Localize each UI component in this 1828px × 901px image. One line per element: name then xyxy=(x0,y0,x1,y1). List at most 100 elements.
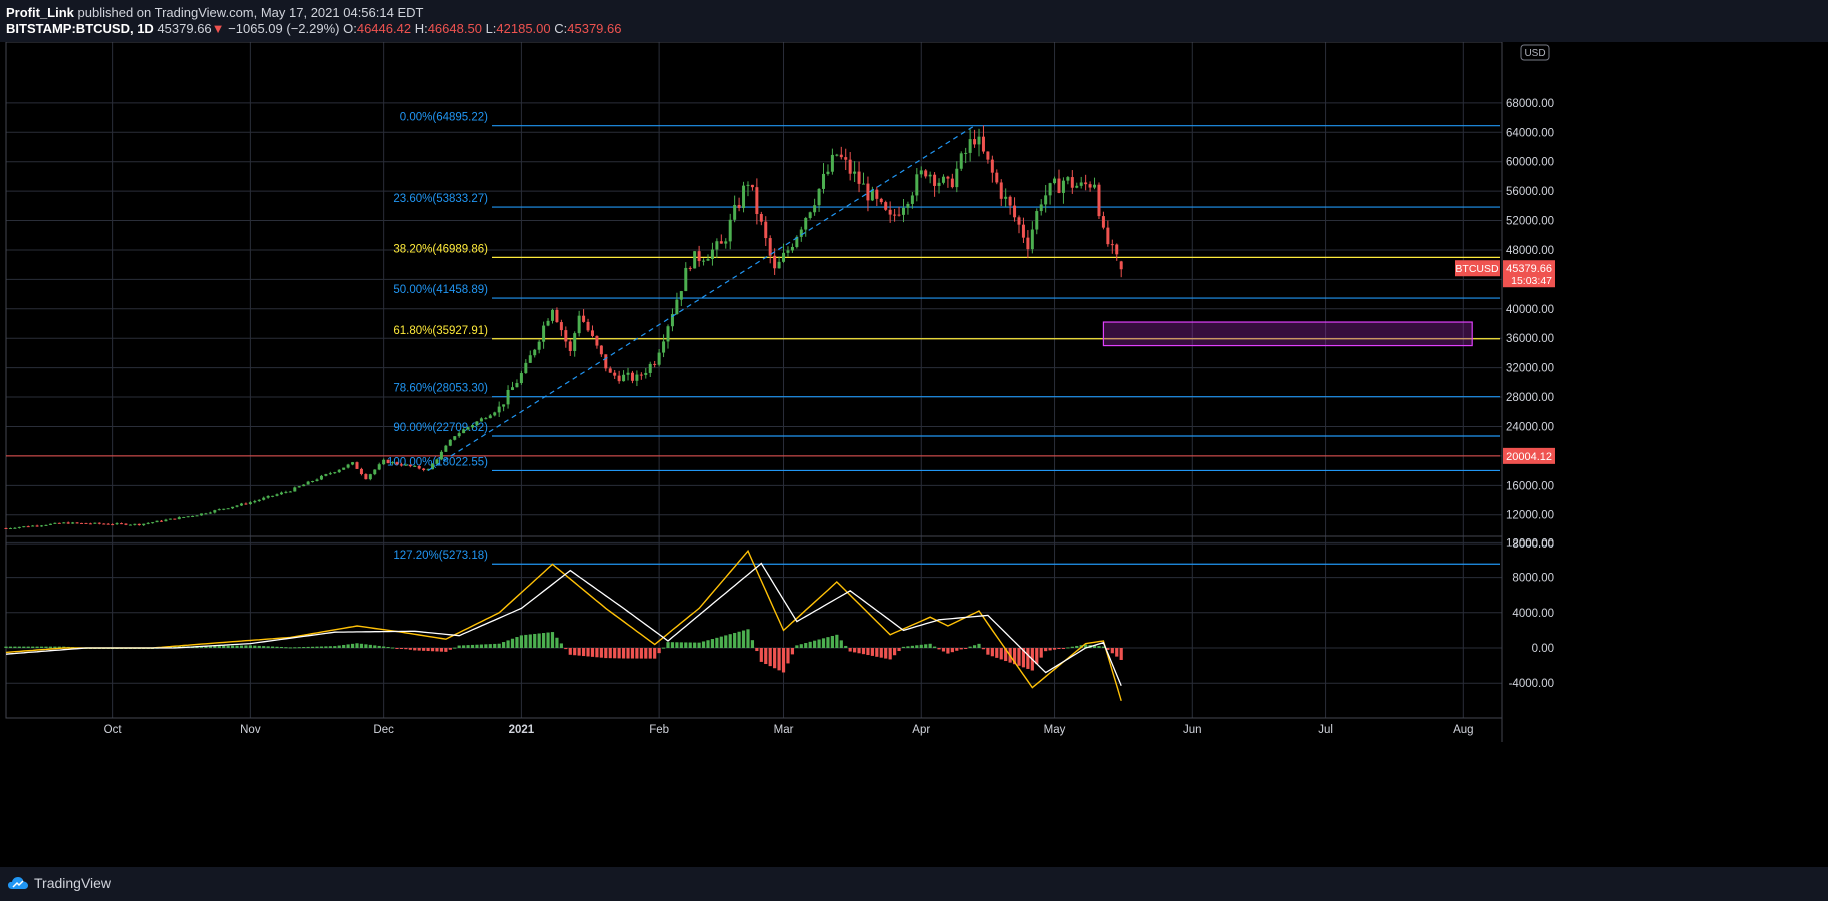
macd-histogram-bar xyxy=(430,648,435,652)
candle-body xyxy=(746,184,750,186)
candle-body xyxy=(417,465,421,469)
candle-body xyxy=(1106,227,1110,245)
candle-body xyxy=(533,349,537,356)
macd-histogram-bar xyxy=(777,648,781,671)
macd-histogram-bar xyxy=(417,648,421,651)
macd-histogram-bar xyxy=(746,629,750,648)
macd-histogram-bar xyxy=(342,644,346,648)
macd-histogram-bar xyxy=(786,648,790,664)
tradingview-logo[interactable]: TradingView xyxy=(8,875,111,891)
macd-histogram-bar xyxy=(266,646,270,648)
candle-body xyxy=(919,170,923,175)
candle-body xyxy=(26,526,30,528)
macd-histogram-bar xyxy=(302,647,306,649)
candle-body xyxy=(226,508,230,510)
macd-histogram-bar xyxy=(733,632,737,648)
macd-histogram-bar xyxy=(928,643,932,648)
macd-histogram-bar xyxy=(1061,648,1066,649)
time-axis[interactable]: Oct Nov Dec 2021 Feb Mar Apr May Jun Jul Aug xyxy=(104,724,1474,736)
candle-body xyxy=(333,472,337,474)
macd-histogram-bar xyxy=(919,644,923,648)
candle-body xyxy=(639,374,643,376)
last-price: 45379.66 xyxy=(157,21,212,36)
published-text: published on TradingView.com, May 17, 20… xyxy=(77,5,424,20)
macd-histogram-bar xyxy=(737,631,741,648)
macd-histogram-bar xyxy=(701,641,706,648)
price-axis-tick: 48000.00 xyxy=(1506,245,1554,257)
price-axis-tick: 64000.00 xyxy=(1506,127,1554,139)
candle-body xyxy=(66,522,70,524)
candle-body xyxy=(901,207,905,215)
macd-histogram-bar xyxy=(950,648,954,653)
candle-body xyxy=(373,469,377,475)
candle-body xyxy=(297,486,301,488)
price-axis-tick: 28000.00 xyxy=(1506,392,1554,404)
candle-body xyxy=(519,373,523,384)
candle-body xyxy=(17,526,21,528)
candle-body xyxy=(337,469,341,473)
macd-axis-tick: 0.00 xyxy=(1532,643,1554,655)
candlesticks xyxy=(4,125,1123,529)
candle-body xyxy=(75,522,79,524)
macd-histogram-bar xyxy=(1097,646,1101,648)
candle-body xyxy=(910,195,914,204)
macd-histogram-bar xyxy=(648,648,652,659)
last-price-tag xyxy=(1503,260,1555,288)
currency-badge xyxy=(1520,44,1550,61)
candle-body xyxy=(706,259,710,261)
candle-body xyxy=(879,198,883,203)
candle-body xyxy=(613,372,617,376)
macd-histogram-bar xyxy=(844,645,848,648)
candle-body xyxy=(528,355,532,363)
macd-histogram-bar xyxy=(1092,645,1097,648)
macd-histogram-bar xyxy=(813,640,817,648)
candle-body xyxy=(195,515,199,517)
macd-histogram-bar xyxy=(1106,648,1110,650)
chart-area[interactable]: 0.00%(64895.22) 23.60%(53833.27) 38.20%(46… xyxy=(0,42,1828,867)
candle-body xyxy=(768,238,772,256)
author-name[interactable]: Profit_Link xyxy=(6,5,74,20)
macd-histogram-bar xyxy=(8,646,13,648)
macd-histogram-bar xyxy=(328,646,332,648)
macd-histogram-bar xyxy=(893,648,897,656)
macd-histogram-bar xyxy=(817,639,821,648)
candle-body xyxy=(97,522,101,524)
last-price-value: 45379.66 xyxy=(1506,263,1552,275)
candle-body xyxy=(804,217,808,230)
candle-body xyxy=(186,516,190,518)
macd-histogram-bar xyxy=(941,648,946,652)
candle-body xyxy=(133,523,137,525)
candle-body xyxy=(759,214,763,222)
macd-histogram-bar xyxy=(715,637,719,648)
macd-histogram-bar xyxy=(293,647,297,649)
macd-histogram-bar xyxy=(319,646,324,648)
macd-histogram-bar xyxy=(755,648,759,652)
candle-body xyxy=(497,406,501,413)
macd-axis-tick: 8000.00 xyxy=(1512,573,1554,585)
candle-body xyxy=(8,527,12,529)
candle-body xyxy=(515,383,519,388)
macd-histogram-bar xyxy=(537,633,541,648)
macd-histogram-bar xyxy=(355,643,359,648)
macd-histogram-bar xyxy=(470,644,475,648)
currency-badge-text: USD xyxy=(1524,48,1545,59)
candle-body xyxy=(315,479,319,482)
target-zone[interactable] xyxy=(1102,321,1473,347)
candle-body xyxy=(511,387,515,390)
candle-body xyxy=(311,481,315,483)
candle-body xyxy=(662,341,666,353)
macd-histogram-bar xyxy=(1110,648,1114,654)
candle-body xyxy=(897,214,901,216)
macd-histogram-bar xyxy=(453,647,457,649)
macd-histogram-bar xyxy=(972,645,977,648)
price-axis-tick: 32000.00 xyxy=(1506,363,1554,375)
fib-retracement[interactable]: 0.00%(64895.22) 23.60%(53833.27) 38.20%(46… xyxy=(6,112,1500,565)
candle-body xyxy=(906,203,910,208)
open-value: 46446.42 xyxy=(356,21,412,36)
symbol-label[interactable]: BITSTAMP:BTCUSD, 1D xyxy=(6,21,154,36)
candle-body xyxy=(502,404,506,407)
candle-body xyxy=(795,236,799,247)
candle-body xyxy=(719,241,723,244)
macd-histogram-bar xyxy=(448,648,452,650)
